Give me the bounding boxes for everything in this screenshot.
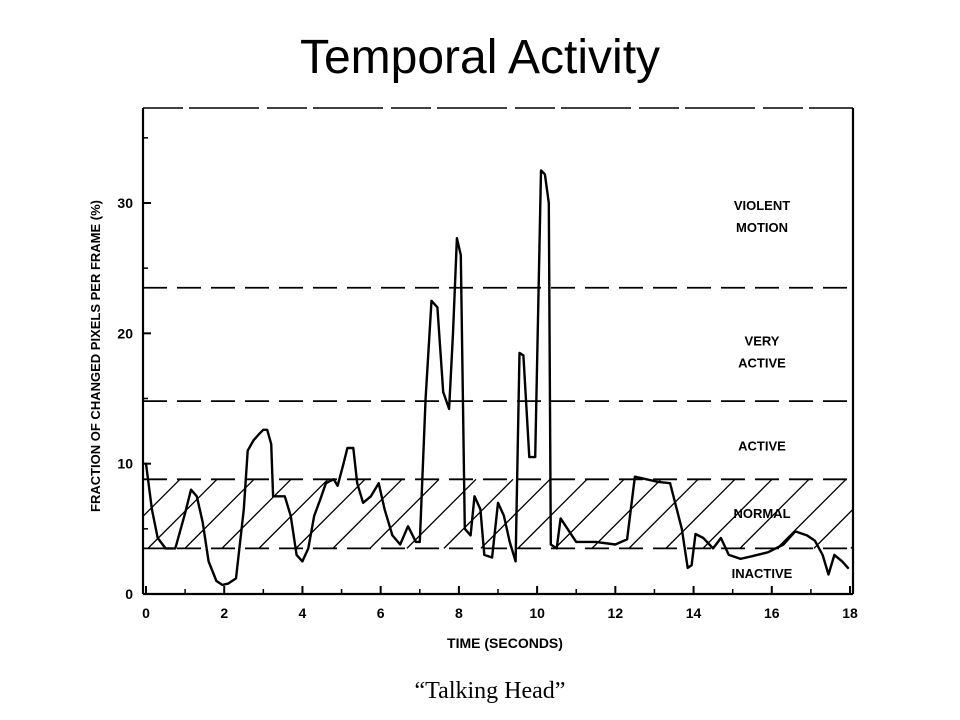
y-tick-label: 20 [117, 325, 133, 341]
hatch-line [184, 478, 255, 549]
hatch-line [143, 479, 144, 481]
y-tick-label: 30 [117, 195, 133, 211]
x-tick-label: 8 [455, 605, 463, 621]
region-labels: VIOLENT MOTION VERY ACTIVE ACTIVE NORMAL INACT… [732, 198, 793, 581]
axis-ticks: 0 2 4 6 8 10 12 14 16 18 0 10 20 30 [117, 137, 858, 621]
y-tick-label: 10 [117, 456, 133, 472]
series-line-0 [144, 169, 850, 587]
x-tick-label: 18 [842, 605, 858, 621]
threshold-lines [143, 286, 853, 550]
normal-zone-hatching [143, 478, 957, 549]
x-tick-label: 4 [299, 605, 307, 621]
hatch-line [702, 478, 773, 549]
y-axis-label: FRACTION OF CHANGED PIXELS PER FRAME (%) [88, 200, 103, 512]
hatch-line [739, 478, 810, 549]
hatch-line [369, 478, 440, 549]
region-label: NORMAL [733, 506, 790, 521]
hatch-line [258, 478, 329, 549]
y-tick-label: 0 [125, 586, 133, 602]
hatch-line [143, 478, 181, 518]
hatch-line [628, 478, 699, 549]
region-label: MOTION [736, 220, 788, 235]
hatch-line [517, 478, 588, 549]
x-tick-label: 14 [686, 605, 702, 621]
hatch-line [665, 478, 736, 549]
region-label: VIOLENT [734, 198, 790, 213]
hatch-line [295, 478, 366, 549]
x-tick-label: 10 [529, 605, 545, 621]
hatch-line [850, 545, 853, 549]
x-tick-label: 6 [377, 605, 385, 621]
hatch-line [776, 478, 847, 549]
hatch-line [554, 478, 625, 549]
hatch-line [888, 479, 957, 548]
series-layer [144, 169, 850, 587]
region-label: VERY [745, 334, 780, 349]
hatch-line [221, 478, 292, 549]
page-title: Temporal Activity [299, 31, 661, 84]
hatch-line [147, 478, 218, 549]
x-tick-label: 2 [220, 605, 228, 621]
hatch-line [443, 478, 514, 549]
hatch-line [591, 478, 662, 549]
x-tick-label: 0 [142, 605, 150, 621]
hatch-line [332, 478, 403, 549]
region-label: INACTIVE [732, 566, 793, 581]
plot-frame [141, 107, 855, 596]
hatch-line [813, 508, 853, 549]
region-label: ACTIVE [738, 356, 786, 371]
region-label: ACTIVE [738, 438, 786, 453]
x-tick-label: 12 [608, 605, 624, 621]
x-tick-label: 16 [764, 605, 780, 621]
chart-caption: “Talking Head” [414, 678, 566, 704]
x-axis-label: TIME (SECONDS) [447, 635, 563, 651]
